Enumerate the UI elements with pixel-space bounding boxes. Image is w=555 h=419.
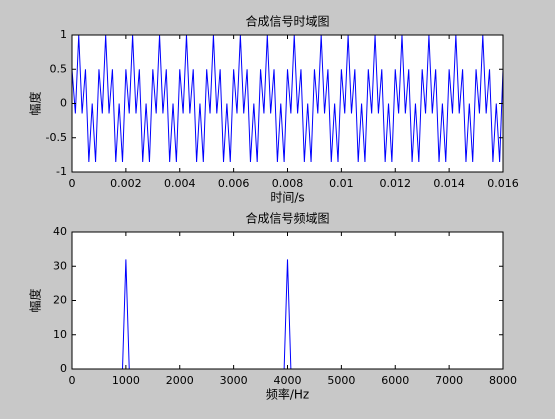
x-tick-label: 0.01: [329, 177, 354, 190]
y-tick-label: 0: [60, 97, 67, 110]
y-tick-label: 1: [60, 28, 67, 41]
x-tick-label: 0.014: [433, 177, 465, 190]
signal-line: [71, 34, 504, 163]
y-tick-label: -0.5: [46, 131, 67, 144]
y-tick-label: 0: [60, 362, 67, 375]
x-tick-label: 0: [69, 374, 76, 387]
plot-area: [72, 232, 503, 369]
x-tick-label: 0.002: [110, 177, 142, 190]
y-tick-label: 30: [53, 259, 67, 272]
x-tick-label: 0.012: [380, 177, 412, 190]
y-tick-label: 20: [53, 294, 67, 307]
x-tick-label: 5000: [327, 374, 355, 387]
x-axis-label: 频率/Hz: [266, 387, 309, 402]
x-tick-label: 0.016: [487, 177, 519, 190]
x-tick-label: 4000: [274, 374, 302, 387]
x-tick-label: 6000: [381, 374, 409, 387]
y-tick-label: 10: [53, 328, 67, 341]
x-tick-label: 2000: [166, 374, 194, 387]
x-tick-label: 7000: [435, 374, 463, 387]
y-tick-label: 40: [53, 225, 67, 238]
x-tick-label: 8000: [489, 374, 517, 387]
chart-title: 合成信号时域图: [245, 14, 329, 29]
x-tick-label: 0.004: [164, 177, 196, 190]
x-tick-label: 0.006: [218, 177, 250, 190]
y-tick-label: -1: [56, 165, 67, 178]
y-axis-label: 幅度: [28, 288, 43, 312]
x-tick-label: 1000: [112, 374, 140, 387]
chart-title: 合成信号频域图: [245, 211, 329, 226]
x-tick-label: 3000: [220, 374, 248, 387]
y-axis-label: 幅度: [28, 91, 43, 115]
x-axis-label: 时间/s: [270, 191, 304, 205]
x-tick-label: 0.008: [272, 177, 304, 190]
y-tick-label: 0.5: [50, 62, 68, 75]
x-tick-label: 0: [69, 177, 76, 190]
